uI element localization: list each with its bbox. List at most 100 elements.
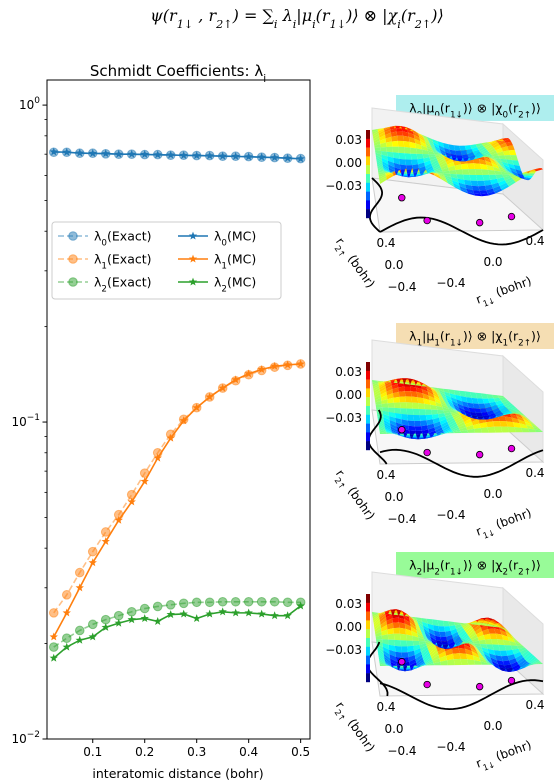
surface-cell xyxy=(433,421,441,428)
surface-cell xyxy=(416,630,424,638)
surface-cell xyxy=(456,399,463,406)
surface-cell xyxy=(460,163,469,170)
surface-cell xyxy=(372,130,379,135)
surface-cell xyxy=(482,629,490,636)
surface-cell xyxy=(418,409,426,416)
surface-cell xyxy=(372,614,379,619)
surface-cell xyxy=(496,163,505,170)
surface-cell xyxy=(399,164,407,170)
surface-cell xyxy=(478,655,487,662)
surface-cell xyxy=(408,616,416,625)
surface-cell xyxy=(412,130,419,136)
surface-cell xyxy=(505,667,514,671)
surface-cell xyxy=(453,658,462,666)
surface-cell xyxy=(377,128,384,132)
surface-cell xyxy=(438,174,447,180)
x-tick-label: 0.0 xyxy=(483,487,502,501)
surface-cell xyxy=(502,174,511,178)
surface-cell xyxy=(458,407,466,413)
surface-cell xyxy=(477,620,485,623)
z-strip-cell xyxy=(366,182,370,192)
surface-cell xyxy=(487,426,496,433)
series-0mc xyxy=(49,147,305,163)
surface-cell xyxy=(501,655,510,662)
surface-cell xyxy=(526,173,535,176)
surface-cell xyxy=(464,391,472,398)
surface-cell xyxy=(504,411,512,415)
surface-cell xyxy=(531,659,540,665)
surface-cell xyxy=(497,161,505,167)
surface-cell xyxy=(506,412,514,415)
surface-cell xyxy=(376,159,383,166)
surface-cell xyxy=(455,417,463,424)
surface-cell xyxy=(372,380,378,383)
surface-cell xyxy=(443,173,451,178)
legend-marker xyxy=(188,231,198,240)
surface-cell xyxy=(372,613,379,617)
surface-cell xyxy=(533,661,542,665)
surface-cell xyxy=(499,182,508,189)
z-strip-cell xyxy=(366,611,370,621)
surface-cell xyxy=(409,141,416,149)
surface-cell xyxy=(433,389,441,394)
surface-cell xyxy=(411,630,419,638)
surface-cell xyxy=(501,634,510,641)
surface-cell xyxy=(460,633,468,641)
surface-cell xyxy=(492,143,500,149)
z-strip-cell xyxy=(366,156,370,166)
surface-cell xyxy=(504,664,513,669)
surface-cell xyxy=(474,428,482,433)
surface-cell xyxy=(466,627,474,635)
surface-cell xyxy=(466,425,474,430)
surface-cell xyxy=(416,619,423,625)
surface-cell xyxy=(422,625,430,633)
surface-cell xyxy=(475,645,483,651)
legend-label: λ0(MC) xyxy=(214,229,256,249)
surface-cell xyxy=(372,383,379,387)
surface-cell xyxy=(428,427,436,433)
legend-frame xyxy=(51,221,282,300)
surface-cell xyxy=(400,408,408,415)
surface-cell xyxy=(491,619,499,624)
surface-cell xyxy=(500,184,509,191)
surface-cell xyxy=(374,394,381,401)
surface-cell xyxy=(433,625,440,632)
surface-cell xyxy=(381,154,388,161)
surface-cell xyxy=(452,429,461,433)
surface-cell xyxy=(523,177,532,180)
surface-cell xyxy=(443,427,451,433)
surface-cell xyxy=(437,173,445,176)
surface-cell xyxy=(450,405,458,411)
surface-cell xyxy=(489,620,497,625)
surface-cell xyxy=(413,134,421,142)
surface-cell xyxy=(402,131,409,137)
surface-cell xyxy=(467,621,475,625)
surface-cell xyxy=(489,150,498,155)
surface-cell xyxy=(441,641,449,645)
surface-cell xyxy=(414,420,421,427)
surface-cell xyxy=(429,386,436,392)
surface-cell xyxy=(426,386,433,393)
surface-cell xyxy=(488,157,496,160)
surface-cell xyxy=(427,388,434,396)
surface-cell xyxy=(478,650,487,659)
surface-cell xyxy=(507,636,516,643)
surface-cell xyxy=(384,129,391,135)
surface-cell xyxy=(451,400,459,407)
surface-cell xyxy=(429,632,436,640)
surface-cell xyxy=(374,389,381,396)
surface-cell xyxy=(423,653,431,662)
z-strip-cell xyxy=(366,602,370,612)
z-strip-cell xyxy=(366,147,370,157)
y-tick-label: 0.4 xyxy=(376,700,395,714)
surface-cell xyxy=(438,145,446,152)
data-point xyxy=(61,590,72,600)
surface-cell xyxy=(419,169,427,174)
legend-marker xyxy=(68,254,78,264)
surface-cell xyxy=(439,655,447,662)
surface-cell xyxy=(381,634,389,640)
surface-cell xyxy=(410,382,417,386)
surface-cell xyxy=(386,141,393,147)
surface-cell xyxy=(399,396,406,403)
surface-cell xyxy=(491,141,499,147)
